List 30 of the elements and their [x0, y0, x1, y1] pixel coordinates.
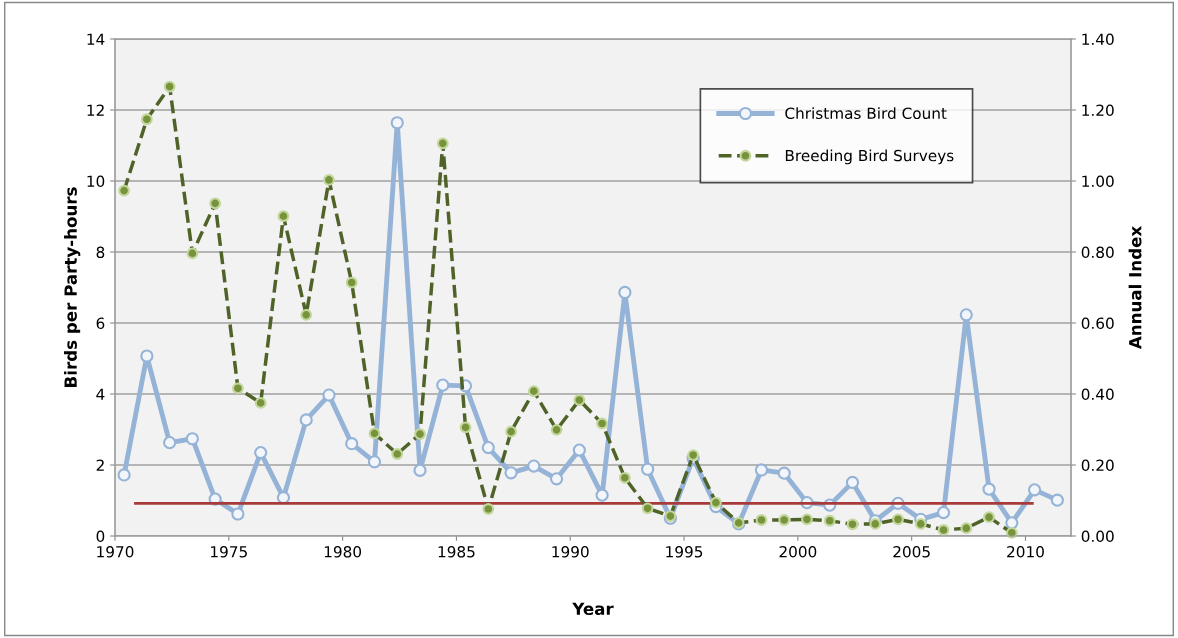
y-tick-label: 2 [96, 459, 104, 471]
x-tick-label: 2010 [1007, 545, 1044, 558]
x-tick-label: 1980 [324, 545, 362, 558]
y2-tick-label: 1.40 [1082, 33, 1114, 46]
y2-tick-label: 0.40 [1081, 388, 1114, 401]
x-tick-label: 2000 [779, 545, 817, 558]
y2-tick-label: 0.80 [1081, 246, 1114, 259]
y-tick-label: 14 [87, 33, 105, 45]
y-tick-label: 4 [96, 388, 105, 400]
y-tick-label: 6 [96, 317, 105, 330]
x-tick-label: 1990 [552, 545, 589, 558]
y2-tick-label: 0.60 [1081, 317, 1114, 330]
y-tick-label: 12 [87, 104, 104, 116]
y2-tick-label: 0.00 [1081, 530, 1114, 543]
legend-label: Christmas Bird Count [785, 107, 947, 120]
x-tick-label: 1995 [666, 545, 703, 558]
x-tick-label: 1970 [97, 545, 134, 558]
x-tick-label: 2005 [893, 545, 930, 558]
y2-axis-title: Annual Index [1128, 226, 1142, 350]
y-tick-label: 8 [96, 246, 105, 259]
y2-tick-label: 0.20 [1081, 459, 1114, 472]
y-axis-title: Birds per Party-hours [64, 187, 81, 387]
legend-label: Breeding Bird Surveys [785, 149, 954, 165]
y-tick-label: 0 [96, 530, 105, 543]
y2-tick-label: 1.20 [1082, 104, 1114, 117]
x-tick-label: 1975 [211, 545, 247, 558]
x-tick-label: 1985 [438, 545, 475, 558]
y2-tick-label: 1.00 [1082, 175, 1114, 188]
x-axis-title: Year [572, 602, 614, 616]
y-tick-label: 10 [87, 175, 105, 188]
